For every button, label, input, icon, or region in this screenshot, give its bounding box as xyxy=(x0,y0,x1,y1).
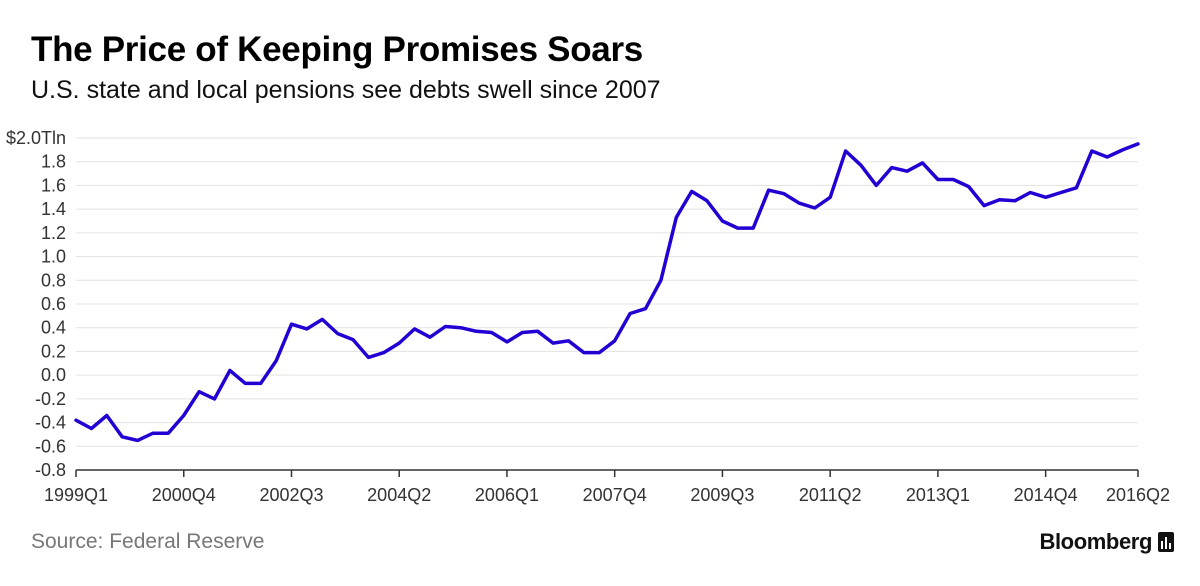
y-tick-label: 0.0 xyxy=(41,365,66,385)
x-axis: 1999Q1 2000Q4 2002Q3 2004Q2 2006Q1 2007Q4 2009… xyxy=(44,469,1170,505)
y-tick-label: -0.4 xyxy=(35,413,66,433)
y-tick-label: 0.8 xyxy=(41,270,66,290)
x-tick-label: 2000Q4 xyxy=(152,485,216,505)
x-tick-label: 2013Q1 xyxy=(906,485,970,505)
source-note: Source: Federal Reserve xyxy=(31,530,265,553)
bar-chart-icon xyxy=(1158,532,1174,552)
y-tick-label: -0.2 xyxy=(35,389,66,409)
x-tick-label: 2016Q2 xyxy=(1106,485,1170,505)
y-tick-label: $2.0Tln xyxy=(6,128,66,148)
gridlines xyxy=(76,137,1138,447)
y-axis-tick-labels: $2.0Tln 1.8 1.6 1.4 1.2 1.0 0.8 0.6 0.4 0.2 0.0 -0.… xyxy=(6,128,66,480)
x-tick-label: 2007Q4 xyxy=(583,485,647,505)
x-tick-label: 2002Q3 xyxy=(259,485,323,505)
y-tick-label: 0.4 xyxy=(41,318,66,338)
y-tick-label: 1.8 xyxy=(41,152,66,172)
x-tick-label: 1999Q1 xyxy=(44,485,108,505)
y-tick-label: 0.2 xyxy=(41,341,66,361)
brand-logo: Bloomberg xyxy=(1039,529,1174,555)
y-tick-label: 1.2 xyxy=(41,223,66,243)
chart-title: The Price of Keeping Promises Soars xyxy=(31,30,643,69)
y-tick-label: 1.6 xyxy=(41,175,66,195)
chart-subtitle: U.S. state and local pensions see debts … xyxy=(31,76,661,104)
y-tick-label: 1.0 xyxy=(41,247,66,267)
y-tick-label: -0.6 xyxy=(35,436,66,456)
y-tick-label: -0.8 xyxy=(35,460,66,480)
y-tick-label: 1.4 xyxy=(41,199,66,219)
x-tick-label: 2004Q2 xyxy=(367,485,431,505)
series-layer xyxy=(74,142,1140,443)
x-tick-label: 2014Q4 xyxy=(1014,485,1078,505)
y-tick-label: 0.6 xyxy=(41,294,66,314)
x-tick-label: 2006Q1 xyxy=(475,485,539,505)
brand-name: Bloomberg xyxy=(1039,529,1152,554)
x-tick-label: 2009Q3 xyxy=(690,485,754,505)
series-line xyxy=(74,142,1140,443)
x-tick-label: 2011Q2 xyxy=(799,485,862,505)
